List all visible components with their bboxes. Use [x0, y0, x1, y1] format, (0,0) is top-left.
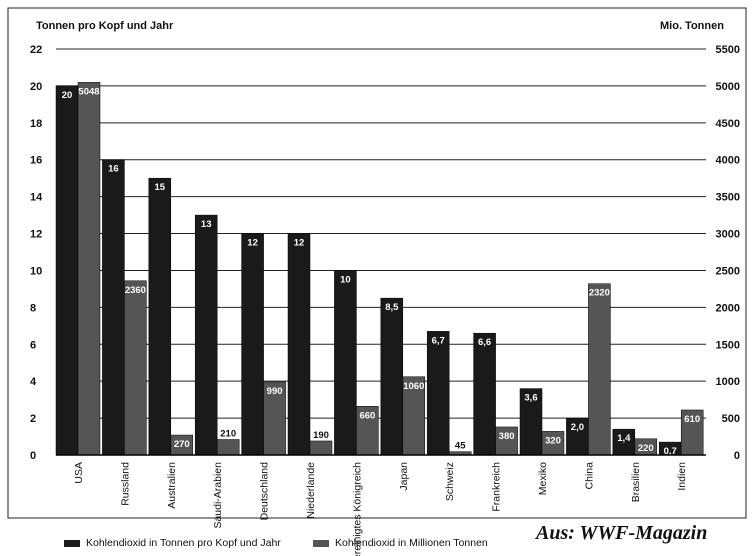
data-label-total: 2320 [589, 288, 610, 299]
category-label: Niederlande [305, 462, 317, 519]
source-note: Aus: WWF-Magazin [536, 522, 708, 544]
bar-total [216, 439, 240, 456]
data-label-per-capita: 3,6 [524, 393, 537, 404]
data-label-per-capita: 6,7 [432, 335, 445, 346]
legend-item-total: Kohlendioxid in Millionen Tonnen [313, 537, 488, 549]
left-tick-label: 14 [30, 192, 43, 204]
data-label-per-capita: 13 [201, 219, 212, 230]
left-tick-label: 10 [30, 265, 42, 277]
data-label-per-capita: 15 [155, 182, 166, 193]
data-label-per-capita: 16 [108, 164, 119, 175]
data-label-per-capita: 2,0 [571, 422, 584, 433]
legend-swatch-total [313, 539, 329, 547]
right-tick-label: 2500 [716, 265, 740, 277]
data-label-per-capita: 12 [247, 238, 258, 249]
right-tick-label: 3000 [716, 229, 740, 241]
right-tick-label: 4500 [716, 118, 740, 130]
category-label: Saudi-Arabien [212, 462, 224, 529]
category-label: Brasilien [630, 462, 642, 502]
right-tick-label: 4000 [716, 155, 740, 167]
data-label-total: 2360 [125, 285, 146, 296]
category-label: Frankreich [491, 462, 503, 512]
data-label-total: 990 [267, 386, 283, 397]
left-tick-label: 18 [30, 118, 42, 130]
data-label-total: 610 [684, 414, 700, 425]
data-label-total: 380 [499, 431, 515, 442]
data-label-per-capita: 10 [340, 274, 351, 285]
left-tick-label: 20 [30, 81, 42, 93]
data-label-per-capita: 1,4 [617, 433, 631, 444]
legend-swatch-per-capita [64, 539, 80, 547]
left-tick-label: 8 [30, 302, 36, 314]
bar-per-capita [334, 270, 357, 456]
bar-per-capita [194, 214, 218, 456]
bar-total [77, 82, 101, 456]
right-tick-label: 2000 [716, 302, 740, 314]
data-label-total: 190 [313, 430, 329, 441]
category-label: USA [73, 462, 85, 484]
chart-frame [7, 7, 747, 519]
data-label-total: 5048 [78, 86, 99, 97]
left-tick-label: 22 [30, 44, 42, 56]
bar-total [124, 280, 147, 456]
category-label: China [583, 462, 595, 490]
data-label-per-capita: 12 [294, 238, 305, 249]
data-label-total: 210 [220, 428, 236, 439]
category-label: Japan [398, 462, 410, 491]
category-label: Russland [119, 462, 131, 506]
category-label: Mexiko [537, 462, 549, 495]
right-tick-label: 5000 [716, 81, 740, 93]
data-label-total: 45 [455, 441, 466, 452]
left-tick-label: 6 [30, 339, 36, 351]
legend-label-total: Kohlendioxid in Millionen Tonnen [335, 537, 488, 549]
data-label-total: 1060 [403, 381, 424, 392]
left-tick-label: 12 [30, 229, 42, 241]
left-axis-title: Tonnen pro Kopf und Jahr [36, 20, 174, 32]
bar-per-capita [287, 233, 311, 456]
data-label-per-capita: 6,6 [478, 337, 491, 348]
right-tick-label: 1000 [716, 376, 740, 388]
left-tick-label: 4 [30, 376, 37, 388]
right-tick-label: 3500 [716, 192, 740, 204]
legend-label-per-capita: Kohlendioxid in Tonnen pro Kopf und Jahr [86, 537, 281, 549]
right-tick-label: 1500 [716, 339, 740, 351]
left-tick-label: 16 [30, 155, 42, 167]
left-tick-label: 0 [30, 450, 36, 462]
data-label-per-capita: 20 [62, 90, 73, 101]
right-tick-label: 5500 [716, 44, 740, 56]
data-label-total: 270 [174, 439, 190, 450]
data-label-total: 220 [638, 443, 654, 454]
bar-per-capita [380, 297, 404, 456]
data-label-total: 660 [359, 410, 375, 421]
right-tick-label: 500 [722, 413, 740, 425]
category-label: Australien [166, 462, 178, 509]
bar-per-capita [55, 85, 79, 456]
bar-per-capita [473, 332, 496, 456]
bar-per-capita [102, 159, 125, 456]
category-label: Vereinigtes Königreich [351, 462, 363, 556]
right-tick-label: 0 [734, 450, 740, 462]
bar-per-capita [426, 331, 450, 456]
category-label: Deutschland [259, 462, 271, 521]
bar-total [309, 440, 333, 456]
left-tick-label: 2 [30, 413, 36, 425]
bar-per-capita [148, 177, 172, 456]
bar-total [588, 283, 611, 456]
right-axis-title: Mio. Tonnen [660, 20, 724, 32]
data-label-per-capita: 8,5 [385, 302, 399, 313]
legend-item-per-capita: Kohlendioxid in Tonnen pro Kopf und Jahr [64, 537, 281, 549]
category-label: Indien [676, 462, 688, 491]
data-label-per-capita: 0,7 [664, 446, 677, 457]
data-label-total: 320 [545, 435, 561, 446]
category-label: Schweiz [444, 462, 456, 501]
bar-per-capita [241, 233, 264, 456]
